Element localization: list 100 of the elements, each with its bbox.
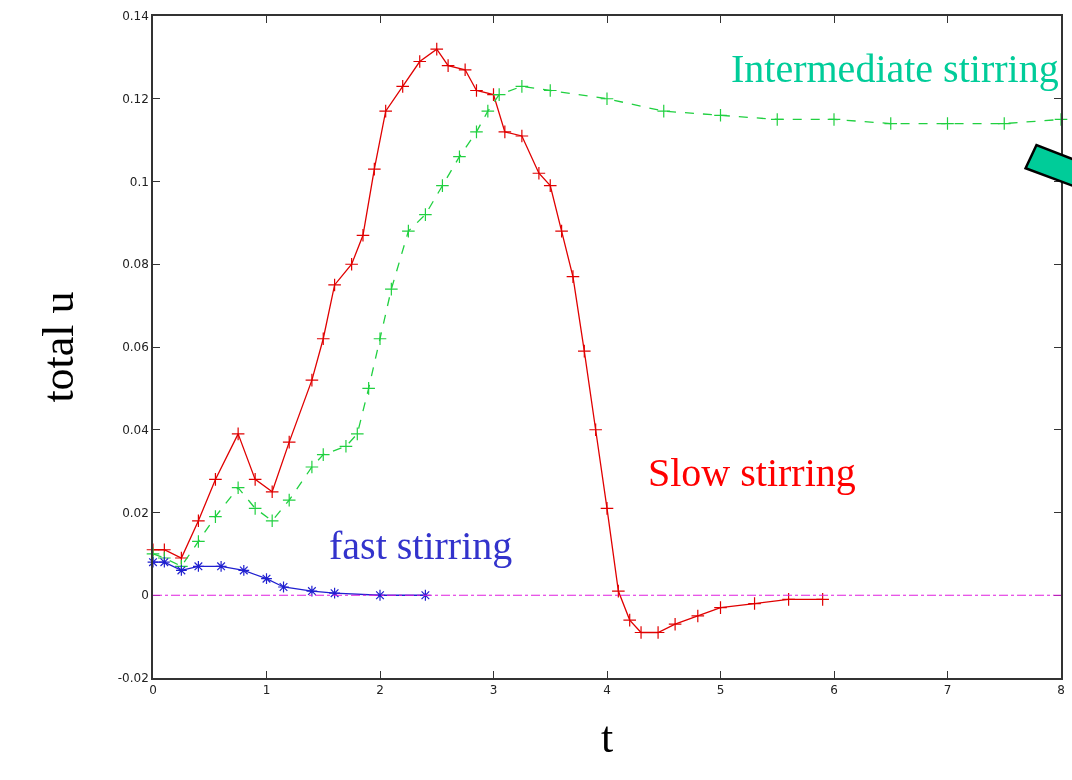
point (265, 513, 280, 528)
point (668, 617, 682, 632)
point (191, 534, 206, 549)
point (940, 116, 955, 131)
y-tick-label: 0.06 (122, 340, 149, 355)
x-axis-title: t (600, 712, 614, 762)
point (191, 513, 206, 528)
point (305, 460, 319, 474)
point (248, 501, 263, 516)
point (384, 282, 399, 296)
point (452, 149, 467, 164)
point (175, 564, 188, 577)
point (231, 480, 246, 495)
point (350, 426, 365, 441)
point (622, 613, 637, 627)
point (327, 278, 342, 292)
point (328, 587, 341, 600)
y-axis-title: total u (34, 291, 84, 403)
point (378, 104, 393, 119)
point (458, 62, 473, 77)
point (543, 178, 558, 193)
series-label: Intermediate stirring (731, 46, 1059, 91)
point (282, 435, 297, 450)
point (237, 564, 250, 577)
point (815, 592, 830, 607)
point (305, 585, 318, 598)
point (374, 589, 386, 602)
point (690, 609, 705, 623)
point (339, 439, 353, 454)
point (316, 331, 331, 346)
point (497, 124, 512, 139)
x-tick-label: 2 (376, 683, 384, 698)
x-tick-label: 1 (262, 683, 271, 698)
point (480, 104, 495, 119)
x-tick-label: 6 (830, 683, 838, 698)
y-tick-label: 0.14 (122, 9, 149, 24)
point (600, 501, 614, 516)
point (827, 112, 841, 127)
y-tick-label: 0.1 (129, 174, 149, 189)
point (514, 79, 529, 94)
point (656, 104, 671, 119)
point (781, 592, 796, 607)
point (543, 83, 558, 98)
point (588, 422, 603, 437)
point (215, 560, 228, 573)
point (997, 116, 1012, 131)
point (361, 381, 376, 396)
point (713, 108, 728, 123)
point (248, 472, 263, 487)
point (265, 484, 280, 499)
point (316, 447, 331, 462)
point (514, 129, 529, 143)
x-tick-label: 3 (489, 683, 498, 698)
point (401, 224, 416, 239)
point (282, 493, 297, 507)
x-tick-label: 7 (943, 683, 952, 698)
point (277, 580, 290, 593)
point (418, 207, 433, 222)
point (158, 556, 171, 569)
x-tick-label: 8 (1057, 683, 1065, 698)
point (260, 572, 273, 585)
series-label: fast stirring (329, 523, 513, 568)
point (600, 91, 614, 106)
point (305, 373, 319, 387)
series-label: Slow stirring (648, 450, 856, 495)
point (554, 224, 569, 239)
y-tick-label: -0.02 (117, 671, 149, 686)
point (441, 58, 455, 73)
point (395, 79, 410, 94)
point (412, 54, 427, 69)
point (532, 166, 546, 181)
point (770, 112, 785, 127)
y-tick-label: 0.02 (122, 505, 149, 520)
point (356, 228, 370, 243)
point (492, 87, 507, 102)
point (435, 178, 450, 193)
x-tick-label: 5 (716, 683, 725, 698)
y-tick-label: 0.04 (122, 422, 149, 437)
point (713, 600, 728, 615)
point (192, 560, 205, 573)
point (566, 269, 580, 284)
point (1054, 112, 1068, 127)
point (611, 584, 626, 599)
y-tick-label: 0.08 (122, 257, 149, 272)
point (577, 344, 592, 359)
point (469, 124, 484, 139)
y-tick-label: 0.12 (122, 91, 149, 106)
point (429, 42, 444, 56)
point (419, 589, 432, 602)
point (747, 596, 762, 611)
y-tick-label: 0 (141, 588, 149, 603)
point (344, 257, 359, 272)
point (469, 83, 484, 98)
point (367, 162, 382, 176)
point (231, 426, 246, 441)
point (373, 331, 387, 346)
point (147, 556, 159, 569)
point (208, 509, 223, 524)
x-tick-label: 4 (603, 683, 611, 698)
point (208, 472, 223, 487)
